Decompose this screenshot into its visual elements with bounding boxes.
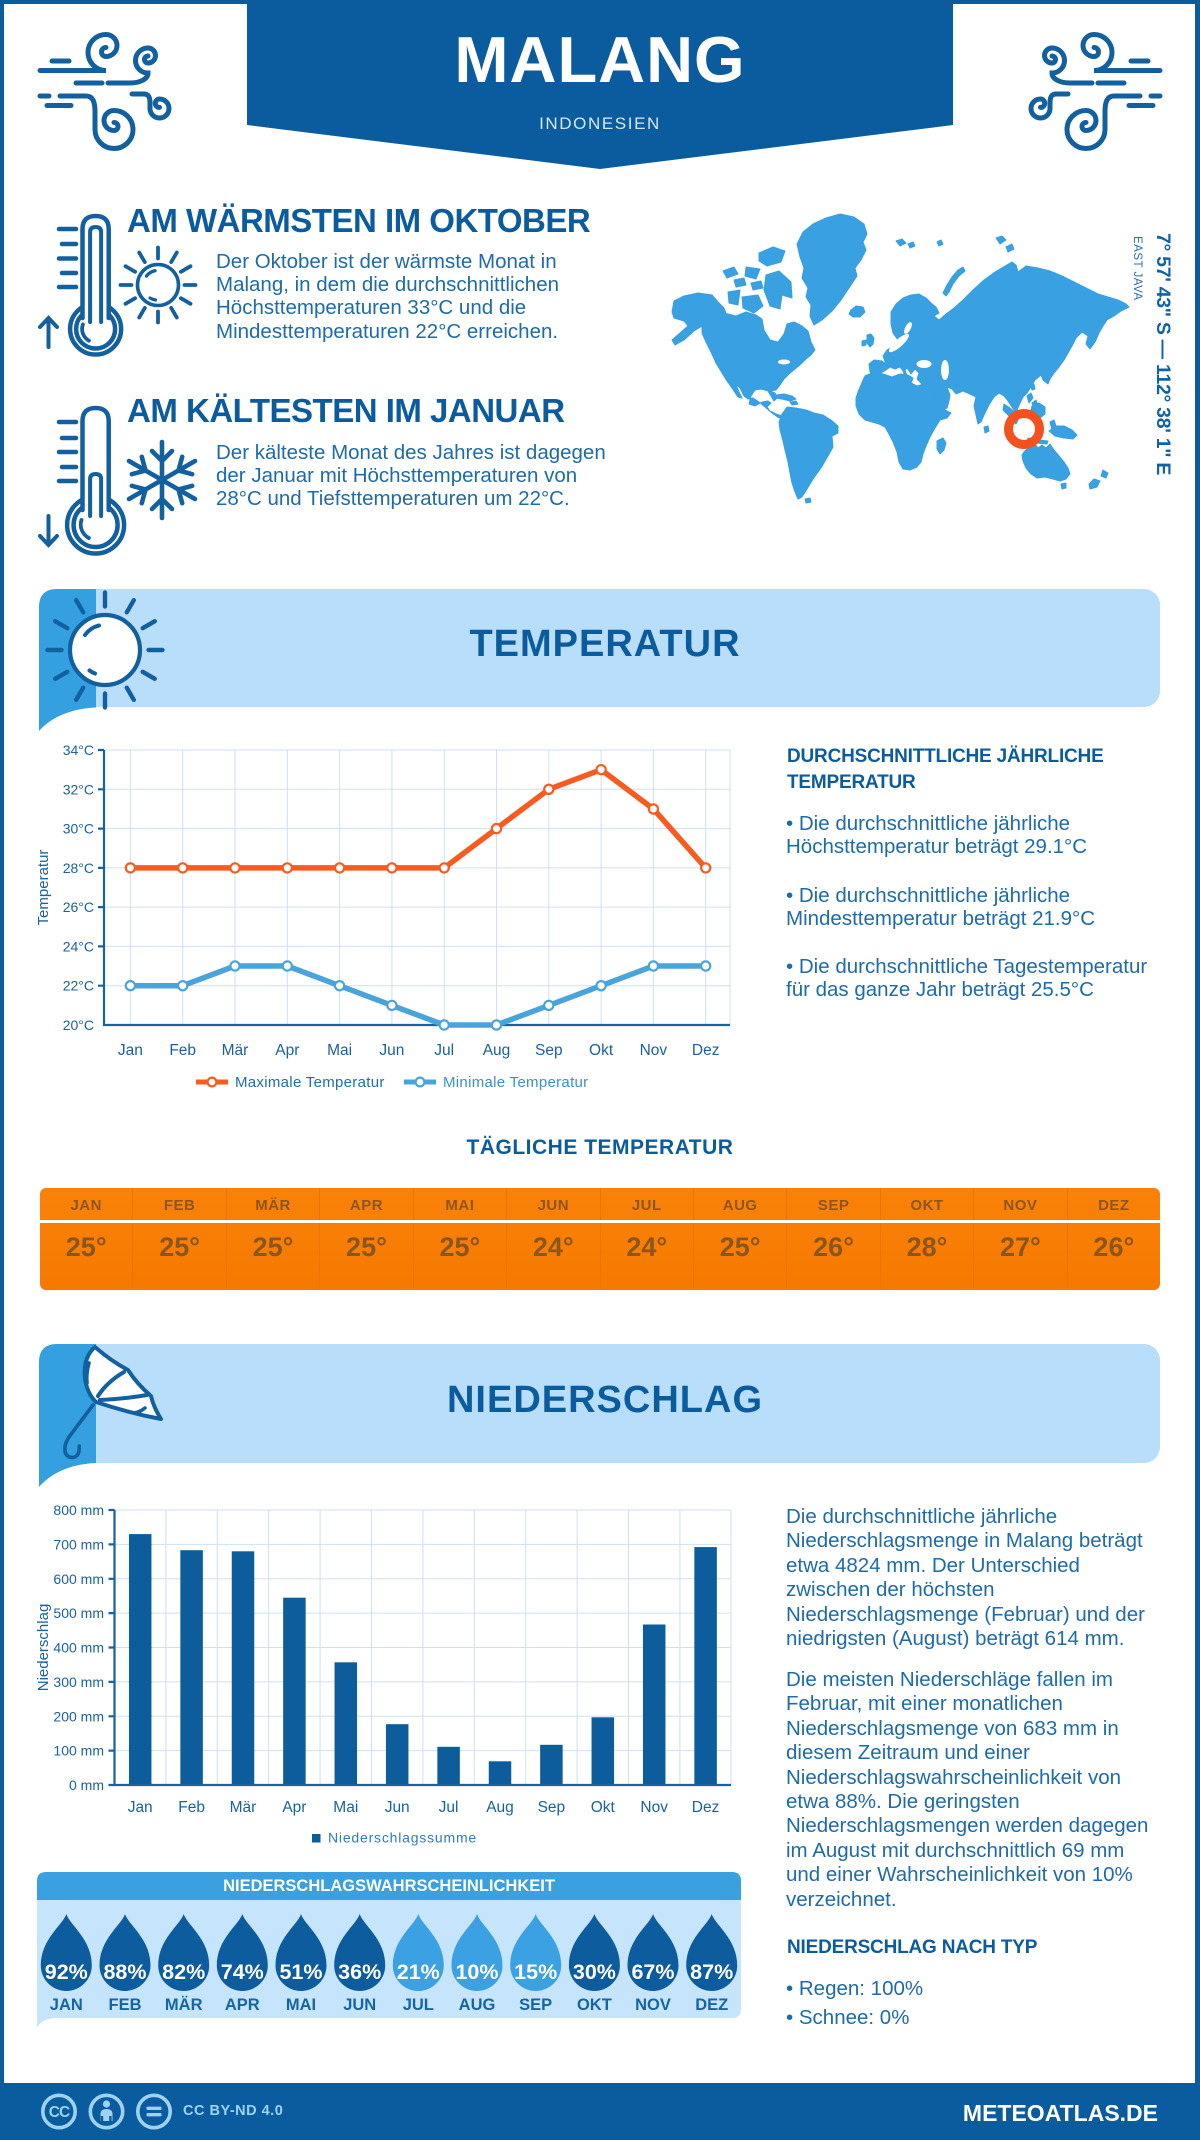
- svg-text:APR: APR: [225, 1996, 260, 2014]
- svg-text:100 mm: 100 mm: [53, 1743, 104, 1759]
- svg-text:32°C: 32°C: [63, 781, 94, 797]
- svg-text:Jul: Jul: [439, 1799, 459, 1816]
- svg-text:Sep: Sep: [538, 1799, 566, 1816]
- svg-text:21%: 21%: [397, 1960, 440, 1984]
- svg-text:74%: 74%: [221, 1960, 264, 1984]
- svg-text:Jul: Jul: [434, 1042, 454, 1059]
- svg-text:400 mm: 400 mm: [53, 1640, 104, 1656]
- svg-text:Apr: Apr: [275, 1042, 299, 1059]
- svg-text:Niederschlagssumme: Niederschlagssumme: [328, 1830, 477, 1846]
- svg-text:Dez: Dez: [692, 1799, 720, 1816]
- svg-text:200 mm: 200 mm: [53, 1708, 104, 1724]
- svg-text:26°C: 26°C: [63, 899, 94, 915]
- svg-text:Feb: Feb: [178, 1799, 205, 1816]
- svg-text:Jun: Jun: [385, 1799, 410, 1816]
- svg-text:600 mm: 600 mm: [53, 1571, 104, 1587]
- svg-text:CC: CC: [49, 2104, 70, 2121]
- svg-text:67%: 67%: [631, 1960, 674, 1984]
- svg-text:Jan: Jan: [128, 1799, 153, 1816]
- svg-text:24°C: 24°C: [63, 938, 94, 954]
- svg-text:Aug: Aug: [483, 1042, 511, 1059]
- svg-text:88%: 88%: [103, 1960, 146, 1984]
- svg-text:92%: 92%: [45, 1960, 88, 1984]
- svg-text:Feb: Feb: [169, 1042, 196, 1059]
- svg-text:Okt: Okt: [591, 1799, 616, 1816]
- svg-text:SEP: SEP: [519, 1996, 552, 2014]
- svg-text:Sep: Sep: [535, 1042, 563, 1059]
- svg-text:30%: 30%: [573, 1960, 616, 1984]
- svg-text:800 mm: 800 mm: [53, 1502, 104, 1518]
- svg-text:51%: 51%: [279, 1960, 322, 1984]
- svg-text:AUG: AUG: [459, 1996, 496, 2014]
- svg-text:700 mm: 700 mm: [53, 1536, 104, 1552]
- svg-text:Mär: Mär: [230, 1799, 257, 1816]
- svg-text:34°C: 34°C: [63, 742, 94, 758]
- svg-text:Aug: Aug: [486, 1799, 514, 1816]
- svg-text:82%: 82%: [162, 1960, 205, 1984]
- svg-text:30°C: 30°C: [63, 821, 94, 837]
- svg-text:Mai: Mai: [327, 1042, 352, 1059]
- svg-text:DEZ: DEZ: [695, 1996, 728, 2014]
- svg-text:Niederschlag: Niederschlag: [36, 1604, 52, 1692]
- svg-text:28°C: 28°C: [63, 860, 94, 876]
- svg-text:Nov: Nov: [640, 1799, 668, 1816]
- svg-text:Jun: Jun: [379, 1042, 404, 1059]
- svg-text:Mai: Mai: [333, 1799, 358, 1816]
- svg-text:JUL: JUL: [403, 1996, 434, 2014]
- svg-text:15%: 15%: [514, 1960, 557, 1984]
- svg-text:0 mm: 0 mm: [69, 1777, 104, 1793]
- svg-text:NIEDERSCHLAGSWAHRSCHEINLICHKEI: NIEDERSCHLAGSWAHRSCHEINLICHKEIT: [223, 1877, 555, 1895]
- svg-text:JUN: JUN: [343, 1996, 376, 2014]
- svg-text:Dez: Dez: [692, 1042, 720, 1059]
- svg-text:OKT: OKT: [577, 1996, 612, 2014]
- svg-text:Temperatur: Temperatur: [36, 850, 52, 926]
- svg-text:500 mm: 500 mm: [53, 1605, 104, 1621]
- svg-text:Nov: Nov: [640, 1042, 668, 1059]
- svg-text:10%: 10%: [455, 1960, 498, 1984]
- svg-text:Mär: Mär: [222, 1042, 249, 1059]
- svg-text:87%: 87%: [690, 1960, 733, 1984]
- svg-text:Okt: Okt: [589, 1042, 614, 1059]
- svg-text:Minimale Temperatur: Minimale Temperatur: [443, 1074, 588, 1091]
- svg-text:JAN: JAN: [50, 1996, 83, 2014]
- svg-text:22°C: 22°C: [63, 978, 94, 994]
- svg-text:Apr: Apr: [282, 1799, 306, 1816]
- svg-text:Maximale Temperatur: Maximale Temperatur: [235, 1074, 385, 1091]
- svg-text:36%: 36%: [338, 1960, 381, 1984]
- svg-text:300 mm: 300 mm: [53, 1674, 104, 1690]
- svg-text:NOV: NOV: [635, 1996, 671, 2014]
- svg-text:FEB: FEB: [109, 1996, 142, 2014]
- svg-text:MÄR: MÄR: [165, 1996, 203, 2014]
- svg-text:Jan: Jan: [118, 1042, 143, 1059]
- svg-text:MAI: MAI: [286, 1996, 316, 2014]
- svg-text:20°C: 20°C: [63, 1017, 94, 1033]
